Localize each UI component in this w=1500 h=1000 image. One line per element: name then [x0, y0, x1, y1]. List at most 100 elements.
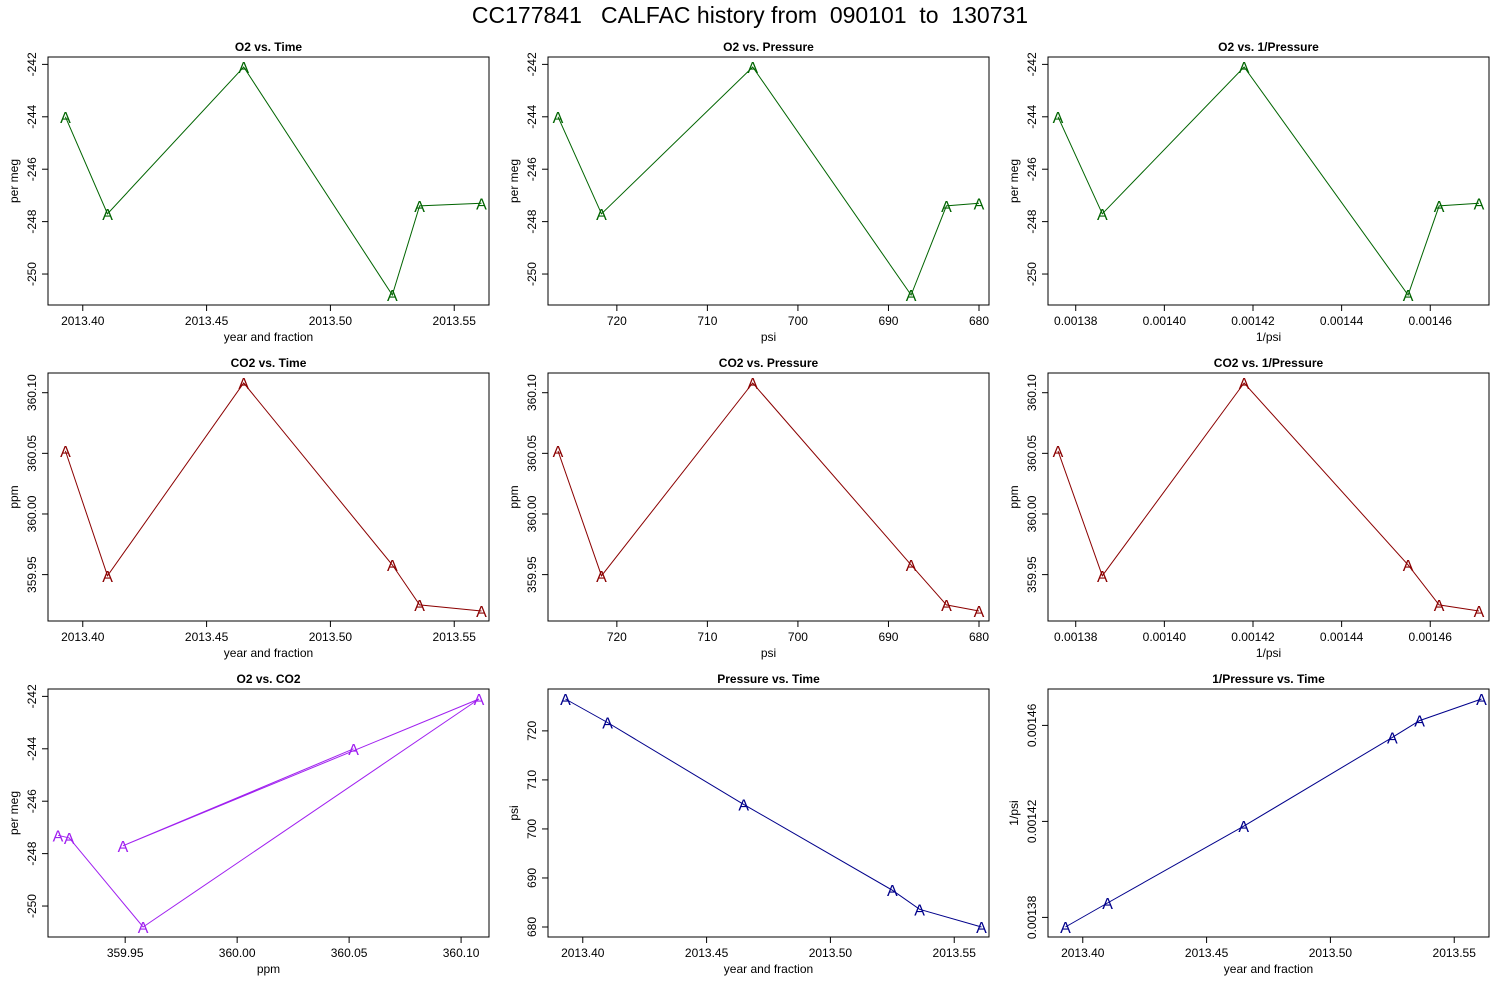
series-line — [1057, 382, 1480, 612]
x-tick-label: 0.00142 — [1231, 630, 1275, 644]
x-axis-label: year and fraction — [224, 330, 313, 344]
data-point-marker: A — [348, 742, 359, 759]
x-axis-label: year and fraction — [724, 962, 813, 976]
data-point-marker: A — [1474, 196, 1485, 213]
data-point-marker: A — [906, 288, 917, 305]
y-tick-label: 359.95 — [1025, 556, 1039, 593]
plot-frame — [47, 56, 490, 306]
x-axis-label: 1/psi — [1256, 646, 1281, 660]
x-tick-label: 2013.45 — [1185, 946, 1229, 960]
data-point-marker: A — [476, 604, 487, 621]
x-tick-label: 720 — [607, 314, 627, 328]
y-tick-label: -244 — [1025, 104, 1039, 128]
y-tick-label: -242 — [525, 52, 539, 76]
x-tick-label: 710 — [697, 314, 717, 328]
data-point-marker: A — [64, 831, 75, 848]
series-line — [557, 382, 980, 612]
data-point-marker: A — [1434, 199, 1445, 216]
x-tick-label: 2013.45 — [185, 630, 229, 644]
chart-title: 1/Pressure vs. Time — [1212, 672, 1325, 686]
x-tick-label: 2013.40 — [1061, 946, 1105, 960]
y-tick-label: -248 — [1025, 209, 1039, 233]
series-line — [57, 698, 480, 928]
series-line — [64, 66, 482, 297]
x-tick-label: 2013.45 — [185, 314, 229, 328]
data-point-marker: A — [1403, 558, 1414, 575]
y-axis-label: psi — [507, 805, 521, 820]
data-point-marker: A — [238, 60, 249, 77]
y-tick-label: 0.00142 — [1025, 799, 1039, 843]
x-tick-label: 2013.55 — [433, 630, 477, 644]
data-point-marker: A — [1239, 60, 1250, 77]
y-axis-label: per meg — [7, 159, 21, 203]
x-tick-label: 0.00138 — [1054, 314, 1098, 328]
data-point-marker: A — [1474, 604, 1485, 621]
y-tick-label: -246 — [525, 157, 539, 181]
x-tick-label: 2013.50 — [809, 946, 853, 960]
data-point-marker: A — [476, 196, 487, 213]
chart-title: CO2 vs. Pressure — [719, 356, 819, 370]
data-point-marker: A — [1414, 714, 1425, 731]
y-axis-label: ppm — [7, 485, 21, 508]
data-point-marker: A — [747, 60, 758, 77]
data-point-marker: A — [553, 110, 564, 127]
x-axis-label: 1/psi — [1256, 330, 1281, 344]
y-tick-label: 360.05 — [525, 435, 539, 472]
data-point-marker: A — [118, 839, 129, 856]
data-point-marker: A — [887, 883, 898, 900]
y-tick-label: -246 — [25, 789, 39, 813]
y-tick-label: -246 — [1025, 157, 1039, 181]
data-point-marker: A — [941, 598, 952, 615]
x-tick-label: 2013.40 — [561, 946, 605, 960]
data-point-marker: A — [1476, 692, 1487, 709]
x-tick-label: 710 — [697, 630, 717, 644]
x-axis-label: psi — [761, 330, 776, 344]
data-point-marker: A — [1434, 598, 1445, 615]
data-point-marker: A — [1238, 819, 1249, 836]
data-point-marker: A — [60, 110, 71, 127]
x-tick-label: 690 — [878, 314, 898, 328]
data-point-marker: A — [976, 920, 987, 937]
chart-panel: O2 vs. Pressure 720 710 700 690 680 -250 -248 -2… — [507, 40, 990, 344]
y-tick-label: 359.95 — [525, 556, 539, 593]
plot-frame — [1047, 372, 1490, 622]
y-tick-label: -250 — [25, 894, 39, 918]
y-tick-label: -250 — [1025, 262, 1039, 286]
data-point-marker: A — [60, 444, 71, 461]
series-line — [1065, 698, 1482, 928]
x-tick-label: 0.00140 — [1143, 630, 1187, 644]
chart-title: O2 vs. Pressure — [723, 40, 814, 54]
data-point-marker: A — [1097, 569, 1108, 586]
y-tick-label: 720 — [525, 721, 539, 741]
series-line — [557, 66, 980, 297]
x-tick-label: 680 — [969, 630, 989, 644]
data-point-marker: A — [596, 207, 607, 224]
plot-frame — [47, 372, 490, 622]
x-tick-label: 2013.55 — [433, 314, 477, 328]
data-point-marker: A — [596, 569, 607, 586]
y-tick-label: 360.10 — [525, 374, 539, 411]
data-point-marker: A — [1239, 376, 1250, 393]
data-point-marker: A — [387, 288, 398, 305]
data-point-marker: A — [747, 376, 758, 393]
y-tick-label: 360.10 — [1025, 374, 1039, 411]
y-tick-label: 0.00138 — [1025, 895, 1039, 939]
x-axis-label: year and fraction — [1224, 962, 1313, 976]
page-title-text: CC177841 CALFAC history from 090101 to 1… — [471, 2, 1029, 28]
y-axis-label: per meg — [507, 159, 521, 203]
x-tick-label: 2013.45 — [685, 946, 729, 960]
x-tick-label: 2013.55 — [933, 946, 977, 960]
x-tick-label: 0.00144 — [1320, 630, 1364, 644]
data-point-marker: A — [974, 604, 985, 621]
chart-panel: 1/Pressure vs. Time 2013.40 2013.45 2013.50… — [1007, 672, 1490, 976]
y-tick-label: -248 — [25, 209, 39, 233]
y-axis-label: per meg — [7, 791, 21, 835]
data-point-marker: A — [138, 920, 149, 937]
data-point-marker: A — [914, 902, 925, 919]
data-point-marker: A — [102, 569, 113, 586]
x-tick-label: 700 — [788, 314, 808, 328]
y-tick-label: 680 — [525, 917, 539, 937]
y-tick-label: -244 — [25, 736, 39, 760]
y-tick-label: -250 — [525, 262, 539, 286]
